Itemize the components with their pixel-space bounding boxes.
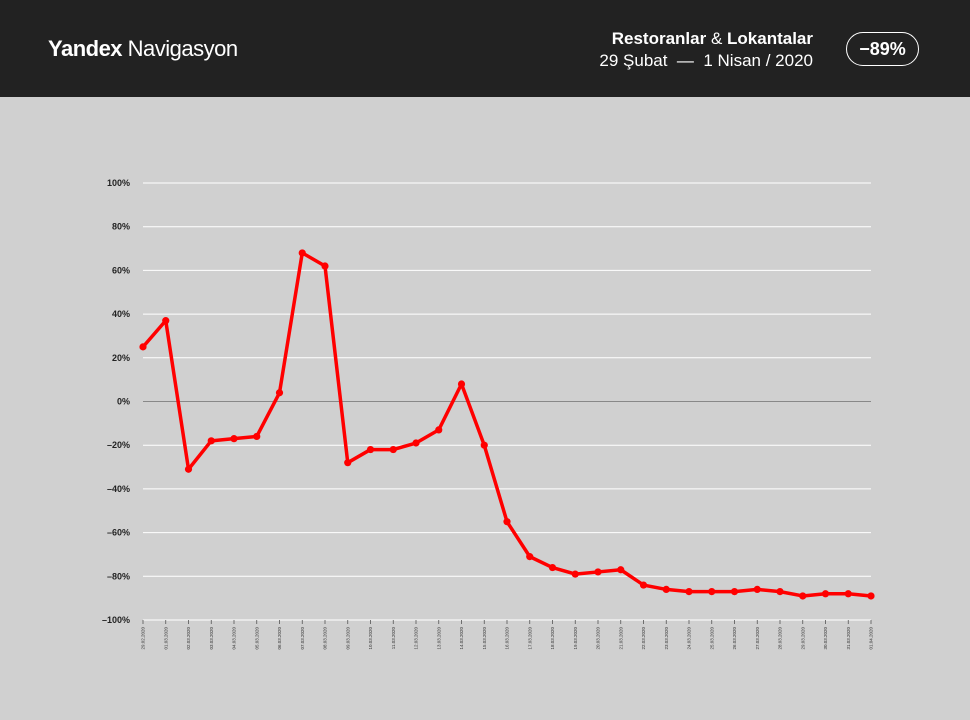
data-point xyxy=(685,587,693,596)
data-point xyxy=(639,581,648,589)
data-point xyxy=(730,587,739,596)
series-line xyxy=(141,251,873,598)
x-tick-label: 20.03.2020 xyxy=(596,627,601,650)
x-tick-label: 06.03.2020 xyxy=(277,627,282,650)
data-point xyxy=(435,426,443,434)
y-axis-ticks: 100% 80% 60% 40% 20% 0% –20% –40% –60% –80% –100% xyxy=(102,178,130,625)
data-point xyxy=(412,439,420,447)
x-tick-label: 11.03.2020 xyxy=(391,627,396,650)
y-tick-label: –40% xyxy=(107,484,130,494)
x-tick-label: 25.03.2020 xyxy=(709,627,714,650)
x-tick-label: 15.03.2020 xyxy=(482,627,487,650)
x-tick-label: 17.03.2020 xyxy=(527,627,532,650)
x-tick-label: 31.03.2020 xyxy=(846,627,851,650)
x-tick-label: 22.03.2020 xyxy=(641,627,646,650)
data-point xyxy=(753,585,761,594)
line-chart: 100%80%60%40%20%0%–20%–40%–60%–80%–100% … xyxy=(102,178,875,650)
data-point xyxy=(275,389,284,397)
y-tick-label: 80% xyxy=(112,222,130,232)
grid-lines xyxy=(143,182,871,621)
y-tick-label: –60% xyxy=(107,528,130,538)
chart-heading: Restoranlar & Lokantalar 29 Şubat — 1 Ni… xyxy=(599,28,813,72)
data-point xyxy=(844,590,852,598)
x-tick-label: 21.03.2020 xyxy=(618,627,623,650)
x-tick-label: 10.03.2020 xyxy=(368,627,373,650)
data-point xyxy=(230,435,238,443)
x-tick-label: 13.03.2020 xyxy=(436,627,441,650)
data-point xyxy=(708,587,716,596)
x-tick-label: 30.03.2020 xyxy=(823,627,828,650)
data-point xyxy=(184,465,193,473)
data-point xyxy=(799,592,807,600)
y-tick-label: 100% xyxy=(107,178,130,188)
y-tick-label: –20% xyxy=(107,440,130,450)
data-point xyxy=(139,343,147,351)
x-tick-label: 07.03.2020 xyxy=(300,627,305,650)
x-tick-label: 05.03.2020 xyxy=(254,627,259,650)
data-point xyxy=(867,592,875,600)
series-points xyxy=(139,249,875,600)
data-point xyxy=(457,380,466,388)
x-tick-label: 14.03.2020 xyxy=(459,627,464,650)
y-tick-label: 60% xyxy=(112,265,130,275)
x-tick-label: 01.03.2020 xyxy=(163,627,168,650)
x-axis-ticks: 29.02.2020 01.03.2020 02.03.2020 03.03.2020… xyxy=(141,620,874,650)
y-tick-label: 20% xyxy=(112,353,130,363)
data-point xyxy=(503,518,511,526)
data-point xyxy=(548,563,557,572)
x-tick-label: 26.03.2020 xyxy=(732,627,737,650)
brand-navigasyon: Navigasyon xyxy=(127,36,238,61)
header-bar: Yandex Navigasyon Restoranlar & Lokantal… xyxy=(0,0,970,97)
x-tick-label: 01.04.2020 xyxy=(869,627,874,650)
x-tick-label: 18.03.2020 xyxy=(550,627,555,650)
data-point xyxy=(617,566,625,574)
x-tick-label: 04.03.2020 xyxy=(232,627,237,650)
x-tick-label: 23.03.2020 xyxy=(664,627,669,650)
data-point xyxy=(321,262,329,270)
title-lokantalar: Lokantalar xyxy=(727,29,813,48)
x-tick-label: 08.03.2020 xyxy=(323,627,328,650)
x-tick-label: 12.03.2020 xyxy=(414,627,419,650)
data-point xyxy=(366,445,375,454)
data-point xyxy=(207,437,215,445)
data-point xyxy=(344,459,352,467)
x-tick-label: 27.03.2020 xyxy=(755,627,760,650)
x-tick-label: 16.03.2020 xyxy=(505,627,510,650)
category-title: Restoranlar & Lokantalar xyxy=(599,28,813,50)
data-point xyxy=(821,590,830,598)
data-point xyxy=(298,249,306,257)
data-point xyxy=(776,587,784,596)
data-point xyxy=(526,553,534,561)
title-restoranlar: Restoranlar xyxy=(611,29,707,48)
y-tick-label: 40% xyxy=(112,309,130,319)
data-point xyxy=(594,568,602,576)
data-point xyxy=(662,585,670,594)
y-tick-label: –80% xyxy=(107,571,130,581)
x-tick-label: 29.02.2020 xyxy=(141,627,146,650)
data-point xyxy=(253,432,261,441)
brand-logo: Yandex Navigasyon xyxy=(48,36,238,62)
x-tick-label: 09.03.2020 xyxy=(345,627,350,650)
x-tick-label: 19.03.2020 xyxy=(573,627,578,650)
data-point xyxy=(480,441,488,449)
y-tick-label: 0% xyxy=(117,397,130,407)
data-point xyxy=(389,445,397,454)
x-tick-label: 29.03.2020 xyxy=(800,627,805,650)
change-badge: −89% xyxy=(846,32,919,66)
title-ampersand: & xyxy=(710,29,723,48)
date-range: 29 Şubat — 1 Nisan / 2020 xyxy=(599,51,813,70)
x-tick-label: 28.03.2020 xyxy=(778,627,783,650)
brand-yandex: Yandex xyxy=(48,36,123,61)
data-point xyxy=(162,317,170,325)
data-point xyxy=(571,570,579,578)
x-tick-label: 03.03.2020 xyxy=(209,627,214,650)
y-tick-label: –100% xyxy=(102,615,130,625)
x-tick-label: 24.03.2020 xyxy=(687,627,692,650)
x-tick-label: 02.03.2020 xyxy=(186,627,191,650)
